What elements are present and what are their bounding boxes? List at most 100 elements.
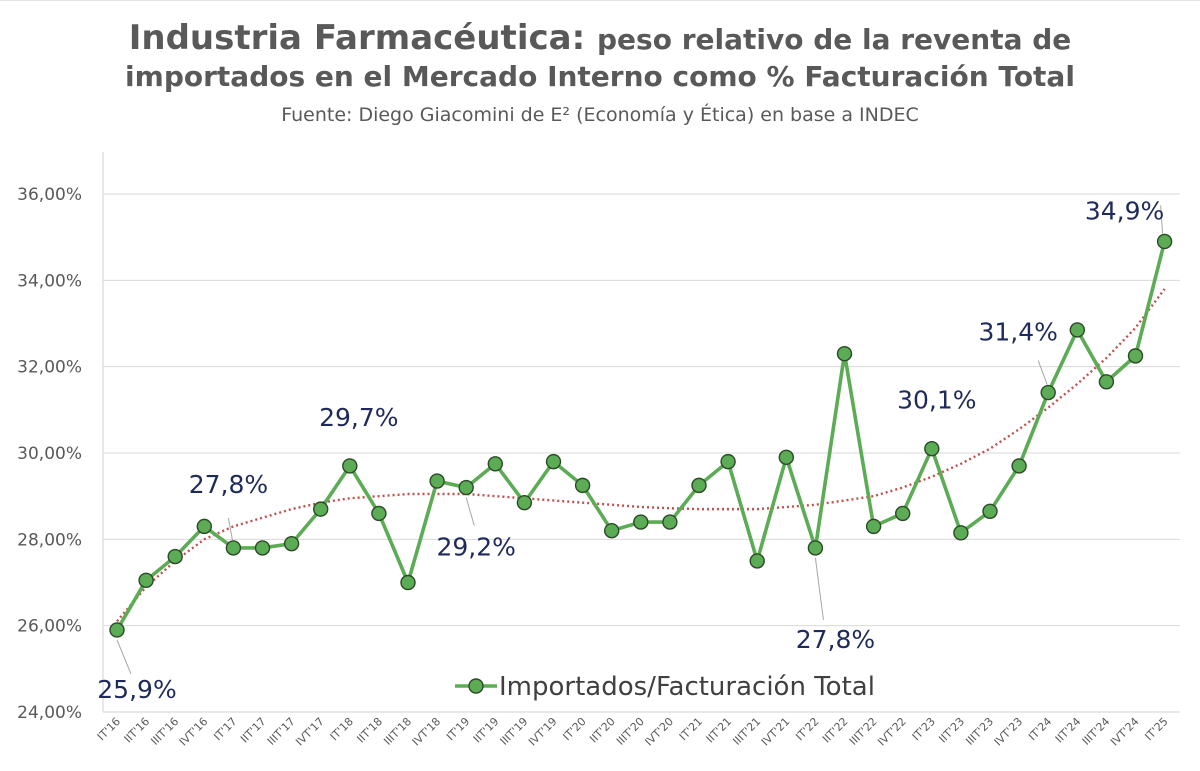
data-point bbox=[313, 501, 329, 517]
x-tick-label: IVT'23 bbox=[992, 715, 1026, 749]
x-tick-label: IVT'21 bbox=[759, 715, 793, 749]
data-point bbox=[1098, 374, 1115, 390]
data-point bbox=[196, 518, 213, 535]
x-tick-label: IVT'17 bbox=[293, 715, 327, 749]
y-tick-label: 34,00% bbox=[17, 271, 82, 291]
leader-line bbox=[1037, 360, 1048, 385]
x-tick-label: IT'23 bbox=[910, 715, 938, 743]
x-tick-label: IT'16 bbox=[95, 715, 123, 743]
x-tick-label: IIT'24 bbox=[1053, 715, 1084, 746]
data-point bbox=[982, 503, 998, 519]
x-tick-label: IVT'19 bbox=[526, 715, 560, 749]
data-point bbox=[516, 494, 533, 511]
legend-label: Importados/Facturación Total bbox=[499, 672, 875, 702]
data-point bbox=[807, 540, 824, 556]
chart-title-line2: importados en el Mercado Interno como % … bbox=[125, 60, 1075, 93]
data-point bbox=[167, 548, 183, 565]
data-point bbox=[487, 456, 503, 472]
data-point bbox=[662, 514, 678, 530]
x-tick-label: IIIT'19 bbox=[498, 715, 531, 748]
x-tick-label: IVT'18 bbox=[410, 715, 444, 749]
data-point bbox=[1156, 233, 1173, 250]
x-tick-label: IT'21 bbox=[677, 715, 705, 743]
data-point bbox=[633, 514, 649, 530]
chart-title-rest: peso relativo de la reventa de bbox=[597, 23, 1072, 56]
x-tick-label: IIIT'24 bbox=[1080, 715, 1113, 748]
data-point bbox=[1127, 348, 1144, 364]
data-label: 30,1% bbox=[897, 386, 976, 415]
chart-title-line1: Industria Farmacéutica: peso relativo de… bbox=[0, 18, 1200, 58]
data-point bbox=[225, 540, 242, 556]
data-label: 25,9% bbox=[97, 675, 176, 704]
x-tick-label: IVT'16 bbox=[177, 715, 211, 749]
x-tick-label: IIT'16 bbox=[122, 715, 153, 746]
y-tick-label: 28,00% bbox=[17, 530, 82, 550]
x-tick-label: IIIT'20 bbox=[614, 715, 647, 748]
x-tick-label: IT'24 bbox=[1026, 715, 1054, 743]
data-label: 27,8% bbox=[189, 470, 268, 499]
data-point bbox=[109, 622, 125, 638]
x-tick-label: IIIT'18 bbox=[381, 715, 414, 748]
data-point bbox=[138, 572, 154, 589]
x-tick-label: IIIT'23 bbox=[963, 715, 996, 748]
x-tick-label: IT'25 bbox=[1142, 715, 1170, 743]
x-tick-label: IIIT'17 bbox=[265, 715, 298, 748]
x-tick-label: IIT'19 bbox=[471, 715, 502, 746]
y-tick-label: 36,00% bbox=[17, 185, 82, 205]
data-point bbox=[1069, 322, 1086, 338]
data-point bbox=[545, 453, 562, 470]
chart-title-main: Industria Farmacéutica: bbox=[128, 18, 586, 58]
data-point bbox=[458, 479, 474, 496]
x-tick-label: IIT'20 bbox=[587, 715, 618, 746]
data-point bbox=[254, 540, 271, 556]
data-point bbox=[691, 477, 707, 494]
data-point bbox=[574, 477, 591, 494]
chart-subtitle: Fuente: Diego Giacomini de E² (Economía … bbox=[281, 104, 919, 126]
data-label: 29,2% bbox=[436, 533, 515, 562]
leader-line bbox=[814, 557, 824, 621]
data-label: 27,8% bbox=[796, 625, 875, 654]
x-tick-label: IT'19 bbox=[444, 715, 472, 743]
data-point bbox=[720, 453, 736, 470]
data-label: 31,4% bbox=[978, 318, 1057, 347]
leader-line bbox=[465, 497, 475, 526]
data-point bbox=[342, 458, 358, 474]
x-tick-label: IIT'17 bbox=[238, 715, 269, 746]
data-point bbox=[1011, 458, 1027, 474]
x-tick-label: IIIT'16 bbox=[148, 715, 181, 748]
x-tick-label: IT'18 bbox=[328, 715, 356, 743]
data-point bbox=[749, 553, 765, 569]
y-tick-label: 26,00% bbox=[17, 617, 82, 637]
y-tick-label: 32,00% bbox=[17, 358, 82, 378]
data-label: 34,9% bbox=[1085, 196, 1164, 225]
x-tick-label: IIT'21 bbox=[704, 715, 735, 746]
x-tick-label: IVT'20 bbox=[642, 715, 676, 749]
data-point bbox=[1040, 384, 1056, 401]
data-point bbox=[865, 518, 882, 535]
x-tick-label: IIIT'22 bbox=[847, 715, 880, 748]
legend-marker bbox=[468, 678, 484, 694]
x-tick-label: IT'17 bbox=[211, 715, 239, 743]
data-point bbox=[283, 535, 300, 552]
data-point bbox=[836, 346, 853, 362]
x-tick-label: IVT'24 bbox=[1108, 715, 1142, 749]
leader-line bbox=[116, 639, 132, 675]
x-tick-label: IIT'18 bbox=[354, 715, 385, 746]
data-point bbox=[953, 525, 969, 541]
data-point bbox=[604, 523, 620, 539]
data-point bbox=[371, 505, 387, 522]
y-tick-label: 24,00% bbox=[17, 703, 82, 723]
y-tick-label: 30,00% bbox=[17, 444, 82, 464]
data-point bbox=[400, 574, 416, 591]
x-tick-label: IT'20 bbox=[560, 715, 588, 743]
data-point bbox=[778, 449, 794, 466]
x-tick-label: IT'22 bbox=[793, 715, 821, 743]
data-point bbox=[895, 505, 911, 522]
leader-line bbox=[1160, 205, 1164, 234]
x-tick-label: IVT'22 bbox=[875, 715, 909, 749]
data-point bbox=[924, 440, 940, 457]
x-tick-label: IIIT'21 bbox=[730, 715, 763, 748]
data-label: 29,7% bbox=[319, 403, 398, 432]
